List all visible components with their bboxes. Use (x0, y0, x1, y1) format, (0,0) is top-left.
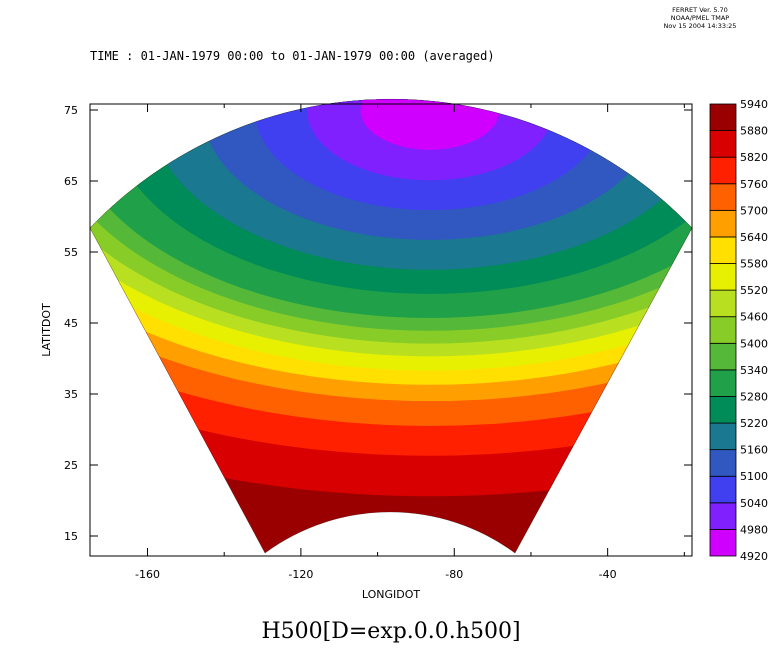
colorbar-swatch (709, 396, 737, 424)
colorbar-label: 5280 (740, 390, 768, 403)
colorbar-swatch (709, 263, 737, 291)
colorbar-swatch (709, 475, 737, 504)
colorbar-label: 5520 (740, 284, 768, 297)
colorbar-label: 5220 (740, 417, 768, 430)
colorbar-label: 5340 (740, 364, 768, 377)
colorbar-label: 5880 (740, 125, 768, 138)
domain-outline (89, 98, 693, 554)
colorbar-swatch (709, 449, 737, 477)
colorbar-swatch (709, 209, 737, 238)
colorbar-swatch (709, 289, 737, 318)
colorbar-swatch (709, 236, 737, 264)
colorbar-swatch (709, 130, 737, 158)
colorbar-swatch (709, 103, 737, 131)
x-tick-label: -120 (288, 568, 313, 581)
colorbar-label: 5940 (740, 98, 768, 111)
colorbar-label: 4980 (740, 523, 768, 536)
colorbar-swatch (709, 316, 737, 344)
x-axis: -160 -120 -80 -40 (135, 104, 685, 581)
colorbar-label: 5100 (740, 470, 768, 483)
x-tick-label: -80 (445, 568, 463, 581)
colorbar-swatch (709, 502, 737, 530)
colorbar-swatch (709, 342, 737, 371)
colorbar-swatch (709, 422, 737, 451)
y-tick-label: 65 (64, 175, 78, 188)
colorbar-label: 5400 (740, 337, 768, 350)
colorbar-label: 5580 (740, 258, 768, 271)
y-axis: 75 65 55 45 35 25 15 (64, 104, 692, 543)
contour-bands (90, 99, 692, 553)
band-4920-4980 (360, 99, 500, 150)
y-tick-label: 25 (64, 459, 78, 472)
y-axis-label: LATITDOT (40, 303, 53, 357)
colorbar-label: 5700 (740, 204, 768, 217)
x-axis-label: LONGIDOT (362, 588, 421, 601)
colorbar-swatch (709, 156, 737, 185)
colorbar: 4920 4980 5040 5100 5160 5220 5280 5340 5400 5460… (709, 98, 768, 563)
chart-title: TIME : 01-JAN-1979 00:00 to 01-JAN-1979 … (90, 49, 495, 63)
colorbar-label: 5160 (740, 444, 768, 457)
variable-label: H500[D=exp.0.0.h500] (261, 619, 520, 644)
y-tick-label: 35 (64, 388, 78, 401)
colorbar-swatch (709, 529, 737, 557)
colorbar-label: 5460 (740, 311, 768, 324)
stamp-line-1: FERRET Ver. 5.70 (672, 6, 728, 14)
x-tick-label: -40 (599, 568, 617, 581)
colorbar-label: 4920 (740, 550, 768, 563)
y-tick-label: 15 (64, 530, 78, 543)
stamp: FERRET Ver. 5.70 NOAA/PMEL TMAP Nov 15 2… (664, 6, 737, 30)
x-tick-label: -160 (135, 568, 160, 581)
colorbar-swatch (709, 369, 737, 397)
stamp-line-3: Nov 15 2004 14:33:25 (664, 22, 737, 30)
colorbar-label: 5820 (740, 151, 768, 164)
plot-frame (89, 103, 693, 557)
colorbar-label: 5040 (740, 497, 768, 510)
y-tick-label: 45 (64, 317, 78, 330)
colorbar-label: 5640 (740, 231, 768, 244)
y-tick-label: 75 (64, 104, 78, 117)
y-tick-label: 55 (64, 246, 78, 259)
colorbar-label: 5760 (740, 178, 768, 191)
colorbar-swatch (709, 183, 737, 211)
stamp-line-2: NOAA/PMEL TMAP (671, 14, 729, 22)
